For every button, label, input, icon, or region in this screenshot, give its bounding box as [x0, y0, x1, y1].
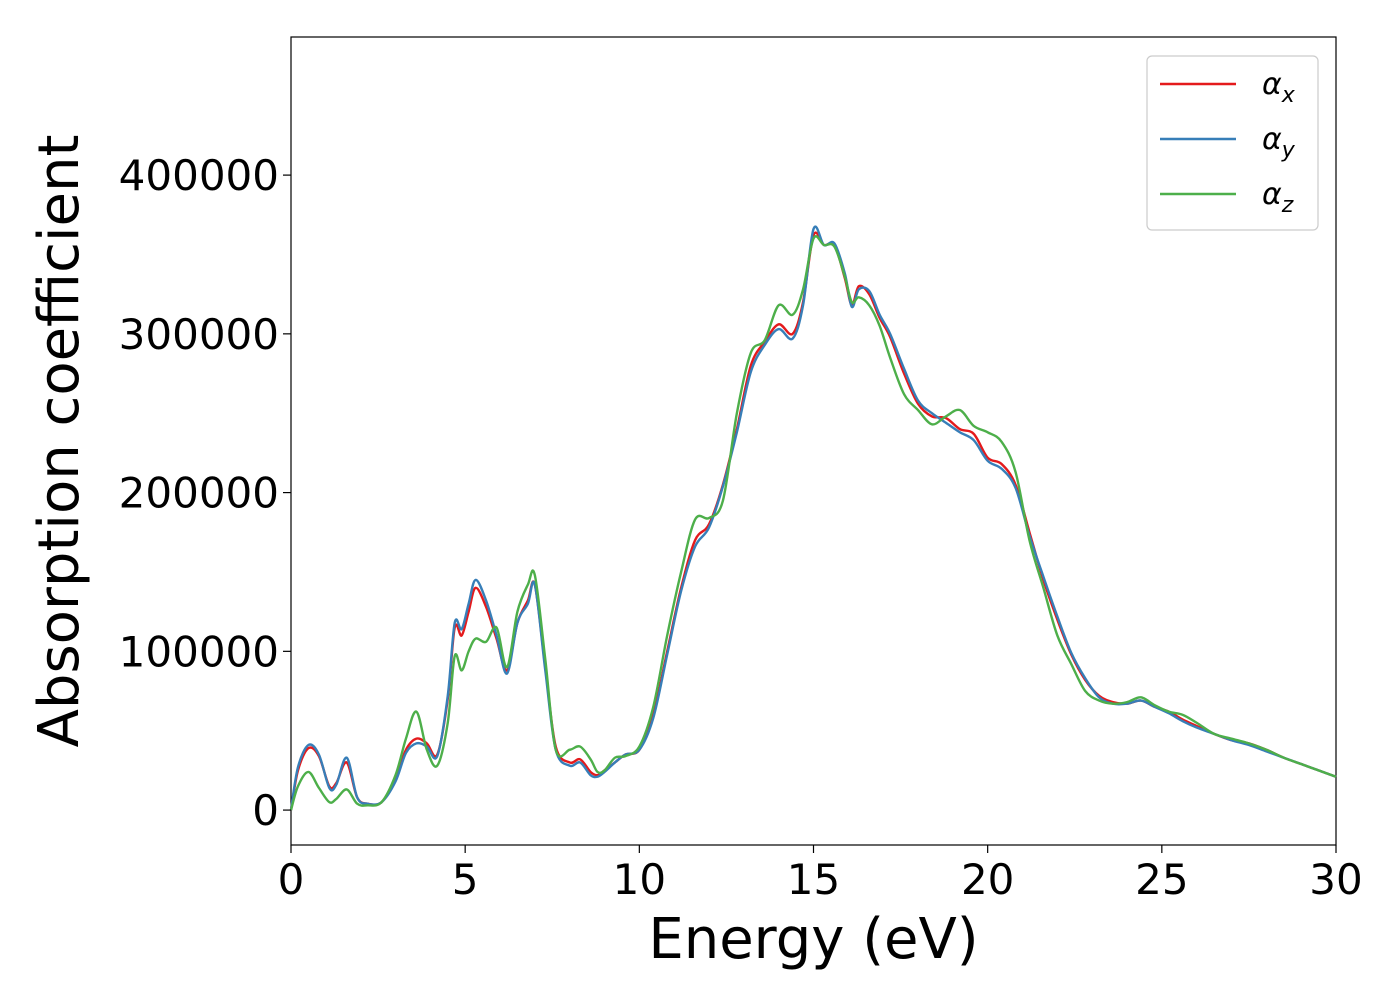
legend-label-x: αx — [1262, 67, 1296, 108]
y-tick-label: 300000 — [119, 310, 279, 359]
legend-items: αx αy αz — [1160, 67, 1296, 218]
legend: αx αy αz — [1146, 55, 1319, 231]
y-tick-label: 100000 — [119, 627, 279, 676]
x-axis-label: Energy (eV) — [648, 907, 978, 972]
x-tick-label: 10 — [613, 855, 666, 904]
legend-label-z: αz — [1262, 177, 1294, 218]
x-tick-label: 25 — [1135, 855, 1188, 904]
x-tick-label: 0 — [278, 855, 305, 904]
series-layer — [289, 225, 1337, 811]
y-axis-label: Absorption coefficient — [27, 135, 92, 748]
legend-label-y: αy — [1262, 122, 1296, 163]
x-tick-label: 15 — [787, 855, 840, 904]
y-axis-ticks: 0 100000 200000 300000 400000 — [119, 151, 291, 835]
y-tick-label: 200000 — [119, 469, 279, 518]
x-tick-label: 30 — [1309, 855, 1362, 904]
y-tick-label: 0 — [252, 786, 279, 835]
x-axis-ticks: 0 5 10 15 20 25 30 — [278, 845, 1363, 904]
y-tick-label: 400000 — [119, 151, 279, 200]
series-line-z — [289, 235, 1337, 811]
legend-box — [1146, 55, 1319, 231]
x-tick-label: 5 — [452, 855, 479, 904]
x-tick-label: 20 — [961, 855, 1014, 904]
